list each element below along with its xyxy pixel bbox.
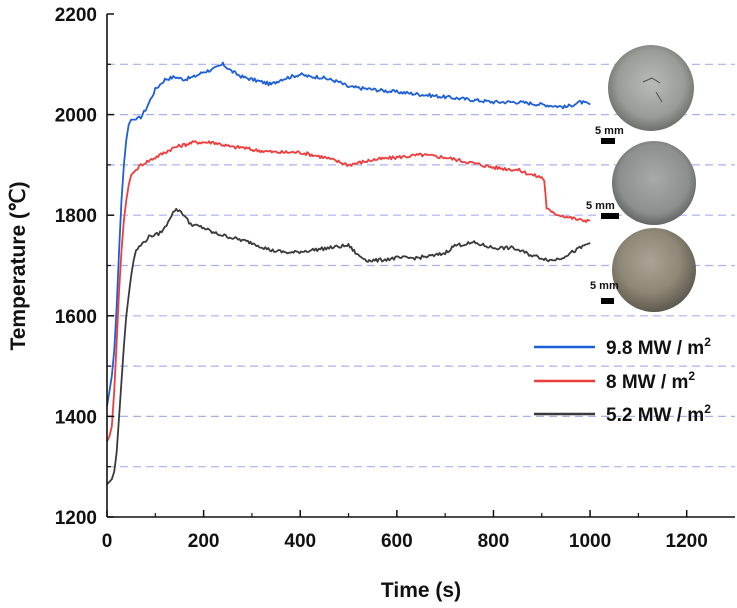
x-tick-label: 200 xyxy=(188,531,220,552)
y-tick-label: 1800 xyxy=(55,206,97,227)
y-tick-label: 1200 xyxy=(55,508,97,529)
y-ticks: 1200 1400 1600 1800 2000 2200 xyxy=(55,5,114,529)
x-tick-label: 0 xyxy=(102,531,113,552)
scale-bar-label-1: 5 mm xyxy=(595,125,624,137)
sample-photo-3 xyxy=(612,228,696,312)
y-tick-label: 2000 xyxy=(55,106,97,127)
x-ticks: 0 200 400 600 800 1000 1200 xyxy=(102,510,708,552)
x-tick-label: 600 xyxy=(381,531,413,552)
x-tick-label: 800 xyxy=(478,531,510,552)
legend-superscript-0: 2 xyxy=(704,335,711,349)
y-tick-label: 1400 xyxy=(55,407,97,428)
sample-photo-2 xyxy=(612,141,696,225)
legend-superscript-1: 2 xyxy=(688,369,695,383)
y-axis-label: Temperature (℃) xyxy=(7,181,30,350)
gridlines xyxy=(107,63,735,468)
scale-bar-label-2: 5 mm xyxy=(586,200,615,212)
series-line-2 xyxy=(106,207,591,485)
x-tick-label: 1000 xyxy=(569,531,611,552)
y-tick-label: 2200 xyxy=(55,5,97,26)
x-tick-label: 400 xyxy=(284,531,316,552)
scale-bar-1 xyxy=(601,138,615,144)
legend-label-0: 9.8 MW / m2 xyxy=(606,335,711,359)
legend-label-1: 8 MW / m2 xyxy=(606,369,695,393)
legend-label-2: 5.2 MW / m2 xyxy=(606,402,711,426)
series-line-0 xyxy=(106,61,591,407)
y-tick-label: 1600 xyxy=(55,307,97,328)
inset-photos: 5 mm 5 mm 5 mm xyxy=(586,45,696,312)
x-axis-label: Time (s) xyxy=(381,579,461,602)
series-line-1 xyxy=(106,140,591,442)
legend-superscript-2: 2 xyxy=(704,402,711,416)
series-layer xyxy=(106,61,591,485)
legend: 9.8 MW / m2 8 MW / m2 5.2 MW / m2 xyxy=(534,335,711,426)
x-tick-label: 1200 xyxy=(666,531,708,552)
scale-bar-3 xyxy=(601,298,614,304)
scale-bar-2 xyxy=(601,213,619,219)
sample-photo-1 xyxy=(608,45,694,131)
scale-bar-label-3: 5 mm xyxy=(590,280,619,292)
